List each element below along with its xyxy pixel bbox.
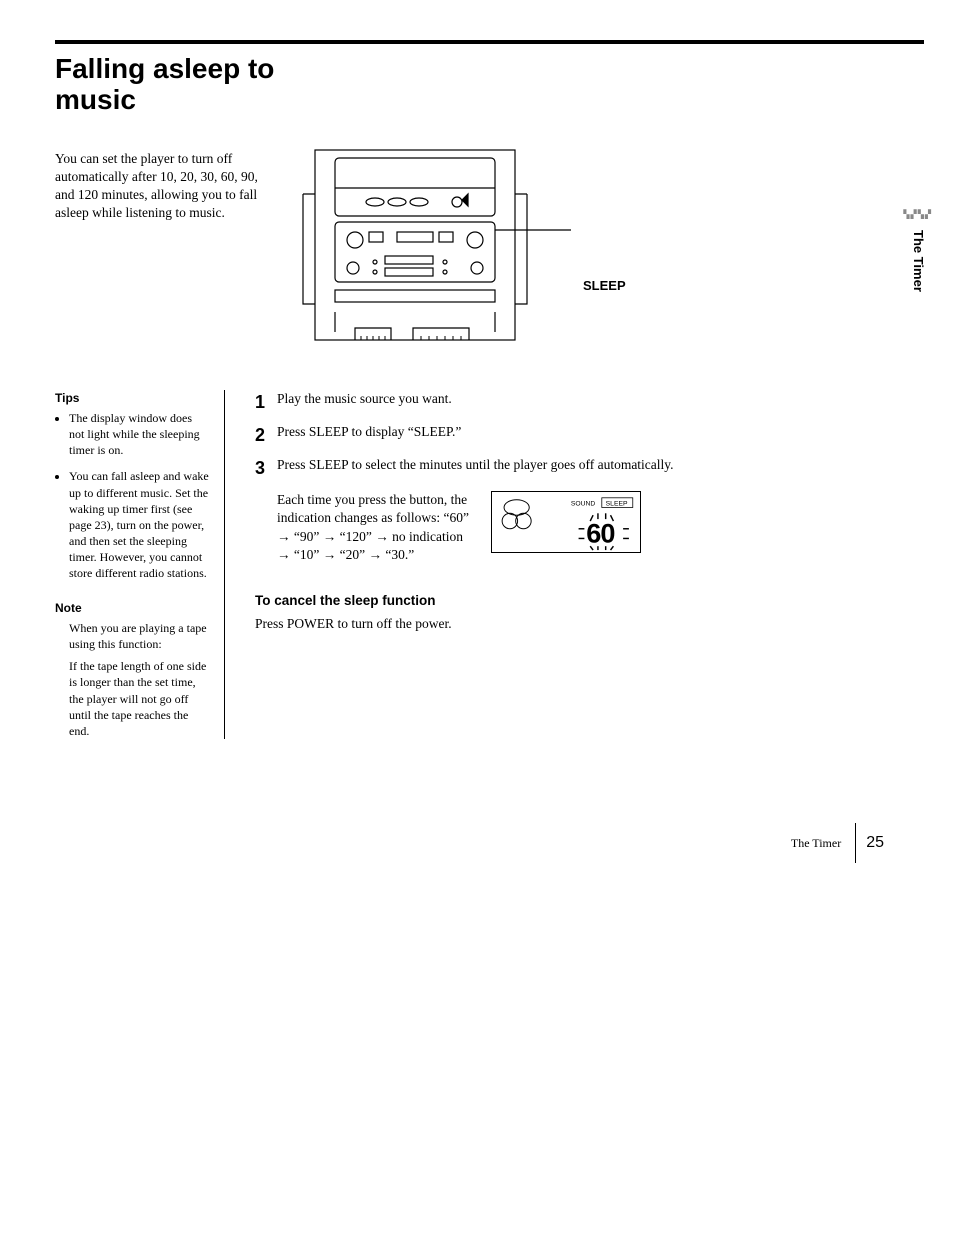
step-number: 2 [255,423,277,448]
step-text: Press SLEEP to select the minutes until … [277,456,924,481]
page-title: Falling asleep to music [55,54,315,116]
step-number: 3 [255,456,277,481]
step-text: Press SLEEP to display “SLEEP.” [277,423,924,448]
scan-artifact: ▚▞▚▞ [903,210,932,219]
lcd-display: SOUND SLEEP 60 [491,491,641,553]
page-footer: The Timer 25 [791,823,884,863]
note-body: If the tape length of one side is longer… [69,658,210,739]
device-illustration: SLEEP [285,140,575,360]
tip-item: You can fall asleep and wake up to diffe… [69,468,210,581]
tip-item: The display window does not light while … [69,410,210,459]
step-row: 1 Play the music source you want. [255,390,924,415]
footer-section: The Timer [791,836,841,851]
tips-list: The display window does not light while … [55,410,210,582]
step-text: Play the music source you want. [277,390,924,415]
sidebar: Tips The display window does not light w… [55,390,225,740]
substep-text: Each time you press the button, the indi… [277,491,477,564]
footer-separator [855,823,856,863]
lcd-sound-label: SOUND [571,501,596,508]
note-heading: Note [55,600,210,616]
tips-heading: Tips [55,390,210,406]
step-number: 1 [255,390,277,415]
cancel-heading: To cancel the sleep function [255,592,924,611]
lcd-sleep-label: SLEEP [606,501,628,508]
step-row: 3 Press SLEEP to select the minutes unti… [255,456,924,481]
main-content: 1 Play the music source you want. 2 Pres… [225,390,924,740]
cancel-body: Press POWER to turn off the power. [255,615,924,634]
side-tab-label: The Timer [911,230,926,292]
sleep-callout: SLEEP [583,278,626,293]
note-intro: When you are playing a tape using this f… [69,620,210,652]
title-rule [55,40,924,44]
lcd-value: 60 [586,517,614,548]
intro-paragraph: You can set the player to turn off autom… [55,140,265,360]
footer-page-number: 25 [866,834,884,852]
step-row: 2 Press SLEEP to display “SLEEP.” [255,423,924,448]
